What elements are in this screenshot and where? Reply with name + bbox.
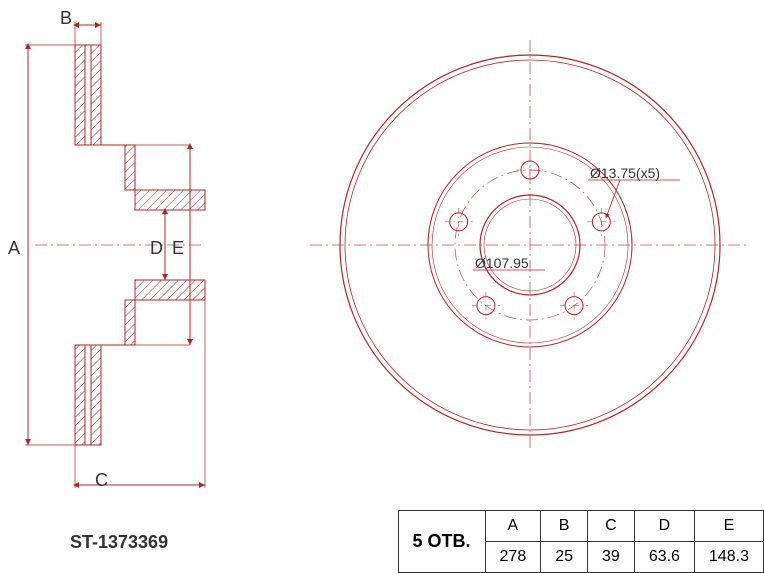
col-C: C <box>588 511 635 542</box>
dimension-table: 5 ОТВ. A B C D E 278 25 39 63.6 148.3 <box>398 510 764 573</box>
front-view <box>310 40 750 450</box>
val-A: 278 <box>485 542 541 573</box>
val-D: 63.6 <box>634 542 694 573</box>
holes-count-cell: 5 ОТВ. <box>398 511 485 573</box>
val-C: 39 <box>588 542 635 573</box>
val-E: 148.3 <box>694 542 763 573</box>
dim-label-A: A <box>8 238 20 259</box>
dim-label-B: B <box>60 8 72 29</box>
col-A: A <box>485 511 541 542</box>
col-D: D <box>634 511 694 542</box>
bolt-hole-annotation: Ø13.75(x5) <box>590 165 660 181</box>
val-B: 25 <box>541 542 588 573</box>
col-E: E <box>694 511 763 542</box>
col-B: B <box>541 511 588 542</box>
dim-label-E: E <box>172 238 184 259</box>
center-bore-annotation: Ø107.95 <box>475 255 529 271</box>
dim-label-D: D <box>150 238 163 259</box>
part-number: ST-1373369 <box>70 532 168 553</box>
dim-label-C: C <box>95 470 108 491</box>
